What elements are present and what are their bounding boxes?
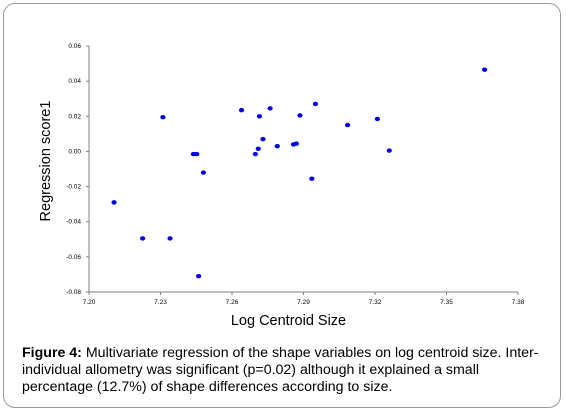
data-point (297, 113, 303, 118)
data-point (140, 236, 146, 241)
data-point (160, 114, 166, 120)
x-axis-title: Log Centroid Size (231, 313, 346, 329)
caption-text: Multivariate regression of the shape var… (22, 345, 539, 395)
data-point (386, 148, 392, 153)
y-tick-label: 0.04 (68, 78, 81, 85)
data-point (274, 143, 280, 149)
caption-label: Figure 4: (22, 345, 82, 361)
figure-frame (3, 3, 561, 408)
data-point (312, 101, 319, 107)
data-point (196, 273, 202, 279)
data-point (111, 200, 117, 205)
y-tick-label: -0.06 (66, 254, 81, 261)
data-point (200, 170, 206, 175)
scatter-chart: -0.08 -0.06 -0.04 -0.02 0.00 0.02 0.04 0.06 7.20… (38, 43, 525, 329)
y-tick-label: 0.02 (68, 113, 81, 120)
y-tick-label: 0.00 (68, 148, 81, 155)
data-point (267, 106, 273, 111)
data-point (256, 114, 263, 119)
data-point (252, 151, 258, 157)
x-tick-label: 7.38 (512, 299, 525, 306)
figure-caption: Figure 4: Multivariate regression of the… (22, 345, 552, 396)
data-point (293, 141, 299, 146)
data-point (374, 116, 380, 122)
y-axis-title: Regression score1 (38, 101, 54, 222)
data-point (309, 176, 315, 181)
x-tick-label: 7.29 (297, 299, 310, 306)
y-tick-label: -0.08 (66, 289, 81, 296)
y-tick-label: 0.06 (68, 43, 81, 50)
data-point (167, 236, 173, 241)
x-tick-label: 7.23 (154, 299, 167, 306)
data-point (260, 136, 266, 142)
data-point (194, 151, 200, 157)
x-tick-label: 7.32 (369, 299, 382, 306)
data-point (255, 146, 261, 151)
x-tick-label: 7.35 (440, 299, 453, 306)
y-tick-label: -0.02 (66, 184, 81, 191)
x-tick-label: 7.26 (226, 299, 239, 306)
x-tick-label: 7.20 (83, 299, 96, 306)
data-point (344, 122, 351, 128)
data-point (238, 107, 245, 113)
y-tick-label: -0.04 (66, 219, 81, 226)
data-point (482, 67, 488, 72)
